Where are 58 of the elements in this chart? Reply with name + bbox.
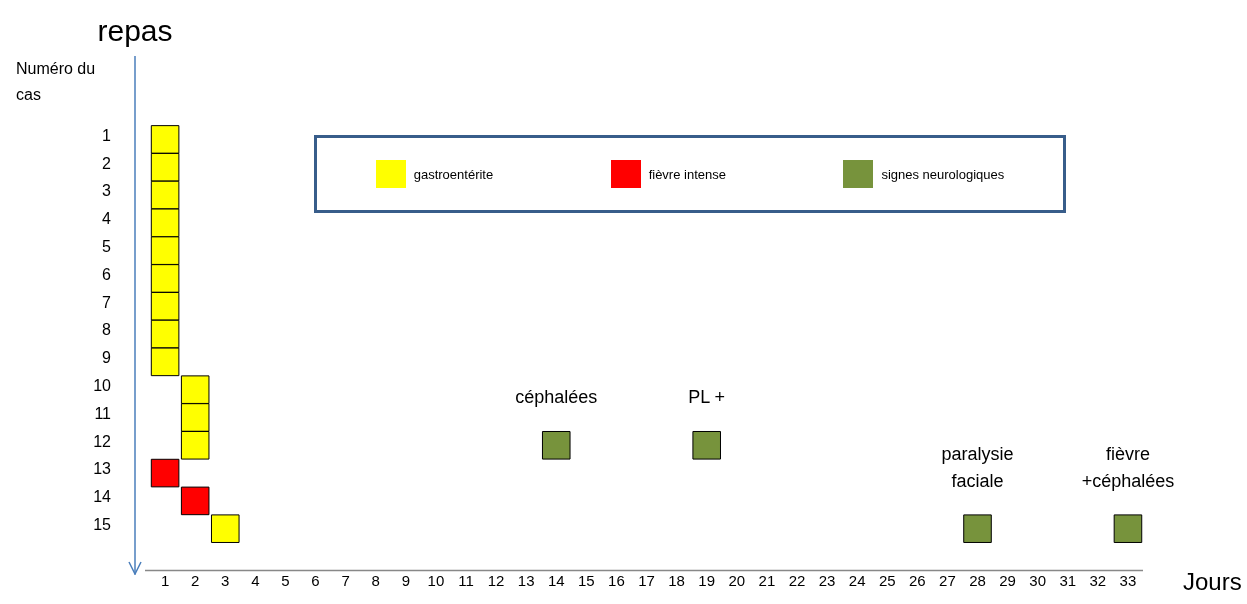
y-tick-label: 12 <box>93 432 112 450</box>
x-tick-label: 8 <box>371 571 380 589</box>
y-tick-label: 4 <box>102 210 112 228</box>
x-tick-label: 28 <box>969 571 986 589</box>
x-tick-label: 33 <box>1119 571 1137 589</box>
y-axis-title: Numéro du cas <box>16 60 96 103</box>
legend-label: gastroentérite <box>413 166 494 182</box>
x-tick-label: 27 <box>939 571 956 589</box>
legend-label: signes neurologiques <box>881 166 1005 182</box>
x-tick-label: 5 <box>281 571 290 589</box>
x-tick-label: 29 <box>999 571 1016 589</box>
x-tick-label: 22 <box>788 571 806 589</box>
y-tick-label: 6 <box>102 265 112 283</box>
x-tick-label: 19 <box>698 571 716 589</box>
annotation: céphalées <box>515 387 598 408</box>
y-tick-label: 1 <box>102 126 112 144</box>
x-axis-title: Jours <box>1183 568 1242 596</box>
y-tick-label: 15 <box>93 516 112 534</box>
x-tick-label: 31 <box>1059 571 1077 589</box>
x-tick-label: 13 <box>517 571 535 589</box>
x-tick-label: 23 <box>818 571 836 589</box>
x-tick-label: 7 <box>341 571 350 589</box>
annotation: paralysie faciale <box>941 443 1014 491</box>
x-tick-label: 12 <box>487 571 505 589</box>
annotation: PL + <box>688 387 726 408</box>
y-tick-label: 3 <box>102 182 112 200</box>
x-tick-label: 16 <box>608 571 625 589</box>
y-tick-label: 11 <box>94 404 112 422</box>
x-tick-label: 26 <box>908 571 926 589</box>
x-tick-label: 14 <box>547 571 565 589</box>
x-tick-label: 21 <box>758 571 776 589</box>
annotation: fièvre +céphalées <box>1081 443 1175 491</box>
y-tick-label: 8 <box>102 321 112 339</box>
x-tick-label: 10 <box>427 571 445 589</box>
y-tick-label: 7 <box>102 293 112 311</box>
x-tick-label: 9 <box>401 571 410 589</box>
x-tick-label: 17 <box>638 571 655 589</box>
x-tick-label: 11 <box>458 571 474 589</box>
y-tick-label: 9 <box>102 349 112 367</box>
x-tick-label: 18 <box>668 571 685 589</box>
x-tick-label: 25 <box>878 571 896 589</box>
y-tick-label: 2 <box>102 154 112 172</box>
x-tick-label: 1 <box>160 571 170 589</box>
x-tick-label: 30 <box>1029 571 1047 589</box>
x-tick-label: 15 <box>578 571 595 589</box>
text: repas <box>97 14 173 48</box>
x-tick-label: 4 <box>251 571 260 589</box>
y-tick-label: 10 <box>93 377 112 395</box>
y-tick-label: 13 <box>93 460 112 478</box>
x-tick-label: 24 <box>848 571 866 589</box>
x-tick-label: 20 <box>728 571 746 589</box>
legend-label: fièvre intense <box>648 166 726 182</box>
y-tick-label: 5 <box>102 238 112 256</box>
x-tick-label: 6 <box>311 571 320 589</box>
x-tick-label: 32 <box>1089 571 1107 589</box>
x-tick-label: 2 <box>191 571 200 589</box>
x-tick-label: 3 <box>221 571 230 589</box>
y-tick-label: 14 <box>93 488 112 506</box>
